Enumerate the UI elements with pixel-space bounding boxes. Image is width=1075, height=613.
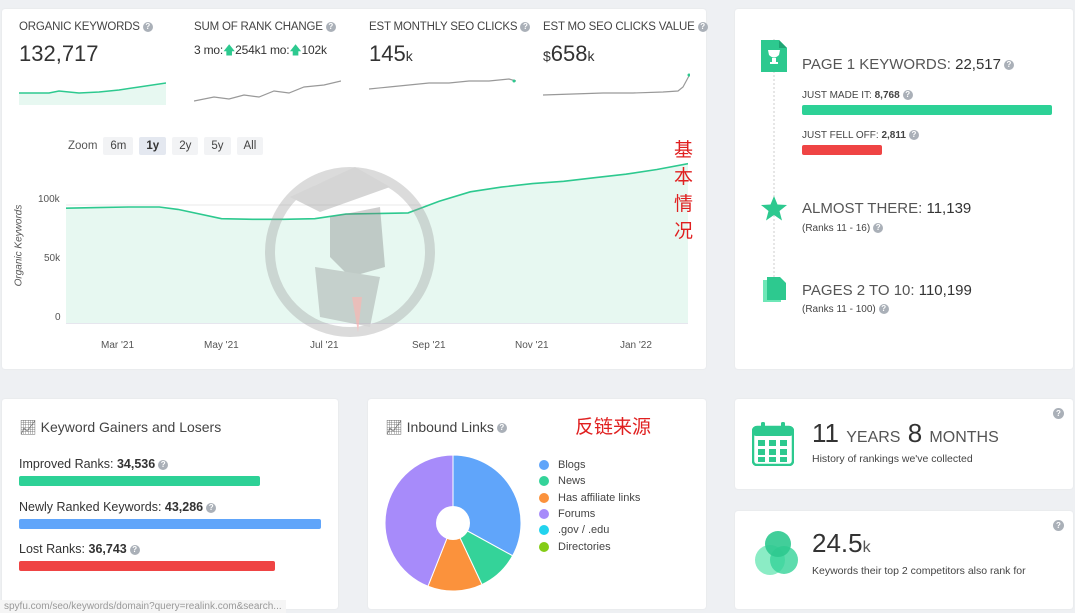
gainers-card: 📈︎ Keyword Gainers and Losers Improved R…	[2, 399, 338, 609]
inbound-legend: Blogs News Has affiliate links Forums .g…	[539, 457, 640, 555]
zoom-1y-button[interactable]: 1y	[139, 137, 167, 155]
pages-2-to-10: PAGES 2 TO 10: 110,199	[802, 282, 972, 299]
help-icon[interactable]: ?	[873, 223, 884, 234]
chart-area	[66, 163, 688, 323]
just-made-it-bar	[802, 105, 1052, 115]
legend-item[interactable]: Directories	[539, 538, 640, 554]
page1-keywords: PAGE 1 KEYWORDS: 22,517?	[802, 56, 1014, 73]
organic-keywords-chart	[66, 162, 688, 324]
pages-icon	[763, 277, 786, 302]
star-icon	[761, 196, 787, 221]
newly-ranked-bar	[19, 519, 321, 529]
annotation-link-sources: 反链来源	[575, 416, 652, 438]
clicks-value-sparkline	[543, 73, 690, 96]
zoom-2y-button[interactable]: 2y	[172, 137, 199, 155]
improved-ranks-bar	[19, 476, 260, 486]
zoom-controls: Zoom 6m 1y 2y 5y All	[68, 137, 264, 155]
monthly-clicks-sparkline	[369, 78, 516, 90]
annotation-basic-info: 基本情况	[674, 139, 694, 242]
help-icon[interactable]: ?	[908, 130, 919, 141]
pie-slice[interactable]	[452, 455, 521, 557]
help-icon[interactable]: ?	[902, 90, 913, 101]
timeline-line	[773, 39, 775, 299]
improved-ranks: Improved Ranks: 34,536?	[19, 457, 169, 471]
zoom-label: Zoom	[68, 140, 98, 152]
rank-change-values: 3 mo:🡅254k1 mo:🡅102k	[194, 43, 327, 57]
pie-slice[interactable]	[385, 455, 454, 587]
zoom-5y-button[interactable]: 5y	[204, 137, 231, 155]
x-tick-label: Nov '21	[515, 340, 549, 351]
help-icon[interactable]: ?	[325, 21, 336, 32]
lost-ranks: Lost Ranks: 36,743?	[19, 542, 140, 556]
zoom-all-button[interactable]: All	[236, 137, 264, 155]
help-icon[interactable]: ?	[496, 423, 507, 434]
help-icon[interactable]: ?	[1004, 60, 1014, 71]
y-axis-label: Organic Keywords	[13, 204, 25, 287]
competitor-keywords-value: 24.5k	[812, 528, 871, 558]
pie-hole	[436, 506, 470, 540]
almost-there-sub: (Ranks 11 - 16)?	[802, 223, 884, 234]
lost-ranks-bar	[19, 561, 275, 571]
y-tick-label: 0	[55, 312, 61, 323]
newly-ranked: Newly Ranked Keywords: 43,286?	[19, 500, 217, 514]
help-icon[interactable]: ?	[129, 544, 140, 555]
help-icon[interactable]: ?	[142, 21, 153, 32]
inbound-pie-chart	[385, 455, 521, 591]
help-icon[interactable]: ?	[520, 21, 531, 32]
competitor-keywords-sub: Keywords their top 2 competitors also ra…	[812, 565, 1026, 577]
legend-item[interactable]: Blogs	[539, 457, 640, 473]
pie-slice[interactable]	[427, 521, 483, 591]
legend-item[interactable]: Forums	[539, 506, 640, 522]
sum-rank-change-label: SUM OF RANK CHANGE?	[194, 21, 336, 33]
rank-change-sparkline	[194, 80, 341, 102]
clicks-value-value: $658k	[543, 41, 595, 66]
inbound-card: 📈︎ Inbound Links? 反链来源	[368, 399, 706, 609]
trophy-doc-icon	[761, 40, 787, 72]
help-icon[interactable]: ?	[1053, 520, 1064, 531]
x-tick-label: Mar '21	[101, 340, 135, 351]
legend-item[interactable]: News	[539, 473, 640, 489]
legend-item[interactable]: .gov / .edu	[539, 522, 640, 538]
chart-line	[66, 162, 688, 221]
help-icon[interactable]: ?	[1053, 408, 1064, 419]
y-tick-label: 50k	[44, 253, 61, 264]
overlap-circles-icon	[755, 531, 798, 575]
just-fell-off: JUST FELL OFF: 2,811?	[802, 130, 919, 141]
history-sub: History of rankings we've collected	[812, 453, 973, 465]
history-duration: 11 YEARS 8 MONTHS	[812, 418, 999, 448]
help-icon[interactable]: ?	[878, 304, 889, 315]
history-card: ? 11 YEARS 8 MONTHS History of rankings …	[735, 399, 1073, 489]
status-url: spyfu.com/seo/keywords/domain?query=real…	[0, 600, 286, 613]
organic-keywords-value: 132,717	[19, 41, 99, 66]
trend-icon: 📈︎	[19, 419, 37, 435]
gainers-title: 📈︎ Keyword Gainers and Losers	[19, 419, 222, 435]
monthly-clicks-value: 145k	[369, 41, 413, 66]
inbound-title: 📈︎ Inbound Links?	[385, 419, 507, 436]
almost-there: ALMOST THERE: 11,139	[802, 200, 972, 217]
calendar-icon	[752, 422, 794, 466]
watermark-logo	[265, 167, 435, 337]
y-tick-label: 100k	[38, 194, 60, 205]
pages-2-to-10-sub: (Ranks 11 - 100)?	[802, 304, 889, 315]
organic-keywords-label: ORGANIC KEYWORDS?	[19, 21, 153, 33]
monthly-clicks-label: EST MONTHLY SEO CLICKS?	[369, 21, 531, 33]
x-tick-label: Sep '21	[412, 340, 446, 351]
help-icon[interactable]: ?	[206, 502, 217, 513]
help-icon[interactable]: ?	[697, 21, 708, 32]
clicks-value-label: EST MO SEO CLICKS VALUE?	[543, 21, 708, 33]
overview-card: ORGANIC KEYWORDS? 132,717 SUM OF RANK CH…	[2, 9, 708, 369]
legend-item[interactable]: Has affiliate links	[539, 490, 640, 506]
x-tick-label: May '21	[204, 340, 239, 351]
organic-keywords-sparkline	[19, 82, 166, 105]
x-tick-label: Jul '21	[310, 340, 339, 351]
zoom-6m-button[interactable]: 6m	[103, 137, 134, 155]
competitors-card: ? 24.5k Keywords their top 2 competitors…	[735, 511, 1073, 609]
trend-icon: 📈︎	[385, 419, 403, 435]
ranks-card: PAGE 1 KEYWORDS: 22,517? JUST MADE IT: 8…	[735, 9, 1073, 369]
help-icon[interactable]: ?	[158, 459, 169, 470]
just-made-it: JUST MADE IT: 8,768?	[802, 90, 913, 101]
x-tick-label: Jan '22	[620, 340, 652, 351]
just-fell-off-bar	[802, 145, 882, 155]
